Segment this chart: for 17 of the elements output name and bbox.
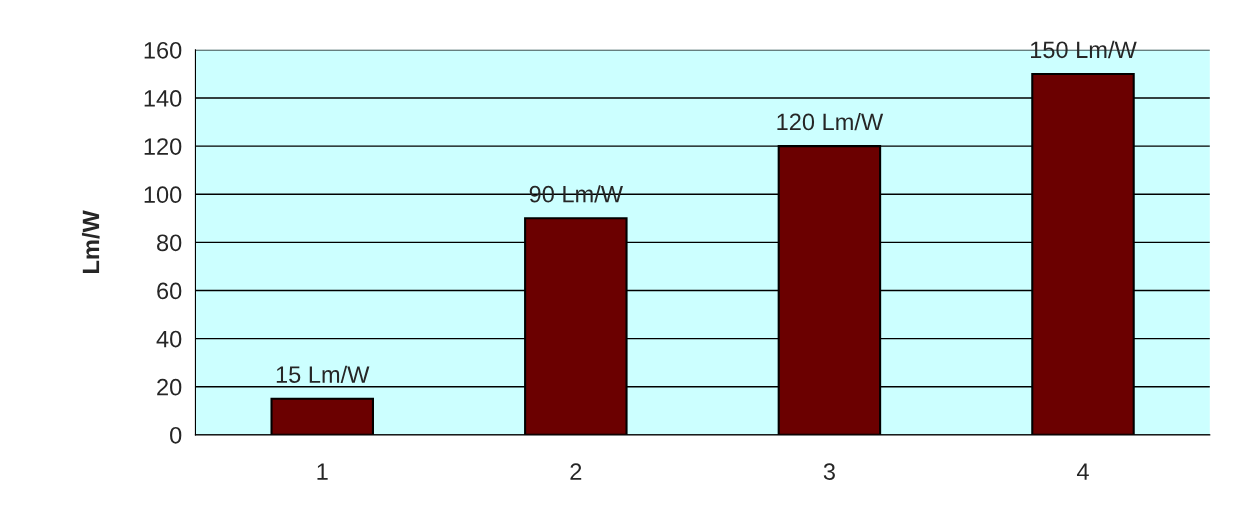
x-tick-label: 3	[823, 463, 835, 480]
y-tick-label: 160	[144, 41, 182, 59]
x-tick-label: 4	[1076, 463, 1089, 480]
y-tick-label: 20	[157, 378, 182, 396]
y-tick-label: 40	[156, 330, 182, 348]
y-tick-label: 80	[157, 234, 182, 252]
y-tick-label: 0	[170, 426, 182, 444]
y-tick-label: 120	[144, 138, 182, 155]
x-tick-label: 1	[317, 463, 328, 480]
y-tick-label: 140	[144, 90, 182, 107]
y-axis-title: Lm/W	[81, 210, 100, 273]
data-label: 15 Lm/W	[276, 365, 370, 383]
bar	[270, 397, 374, 435]
data-label: 120 Lm/W	[777, 112, 884, 131]
y-tick-label: 60	[157, 282, 182, 300]
y-tick-label: 100	[144, 186, 182, 204]
x-tick-label: 2	[570, 463, 582, 480]
